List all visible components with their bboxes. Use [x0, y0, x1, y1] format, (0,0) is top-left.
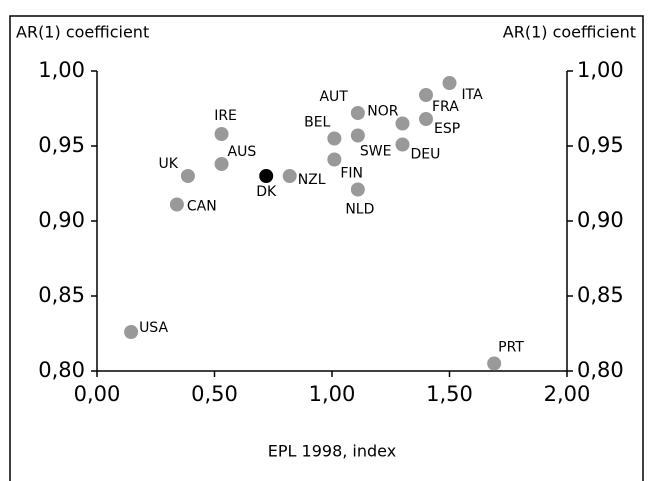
- y-tick-label: 0,90: [38, 208, 85, 232]
- point: [327, 152, 342, 167]
- point: [124, 325, 139, 339]
- point: [259, 169, 274, 183]
- x-tick-label: 2,00: [544, 382, 591, 406]
- point: [214, 127, 229, 141]
- point: [395, 116, 410, 131]
- point-label: PRT: [498, 340, 524, 356]
- point: [350, 106, 365, 120]
- x-axis-title: EPL 1998, index: [268, 442, 396, 461]
- point-label: DEU: [411, 147, 441, 163]
- point-label: AUS: [228, 144, 257, 160]
- y-tick-label: 0,85: [38, 283, 85, 307]
- point-label: SWE: [360, 144, 392, 160]
- y2-tick-label: 0,85: [577, 283, 624, 307]
- frame: [9, 15, 644, 481]
- point-label: IRE: [214, 108, 237, 124]
- point: [169, 197, 184, 212]
- point: [487, 356, 502, 371]
- point-label: NLD: [345, 202, 374, 218]
- y2-tick-label: 1,00: [577, 58, 624, 82]
- point-label: UK: [159, 156, 179, 172]
- point: [442, 76, 457, 90]
- x-tick-label: 0,50: [191, 382, 238, 406]
- point-label: NZL: [298, 172, 326, 188]
- x-tick-label: 1,00: [309, 382, 356, 406]
- point-label: AUT: [319, 89, 348, 105]
- point-label: NOR: [367, 104, 398, 120]
- x-tick-label: 1,50: [426, 382, 473, 406]
- y-tick-label: 1,00: [38, 58, 85, 82]
- y2-tick-label: 0,80: [577, 358, 624, 382]
- point: [282, 169, 297, 183]
- point: [350, 182, 365, 197]
- y2-tick-label: 0,95: [577, 133, 624, 157]
- x-tick-label: 0,00: [74, 382, 121, 406]
- point-label: ESP: [434, 121, 460, 137]
- point: [214, 157, 229, 171]
- y2-tick-label: 0,90: [577, 208, 624, 232]
- y-tick-label: 0,95: [38, 133, 85, 157]
- point-label: DK: [256, 184, 277, 200]
- point: [327, 131, 342, 146]
- point: [180, 169, 195, 183]
- point: [395, 137, 410, 152]
- point: [419, 88, 433, 102]
- point: [419, 112, 433, 126]
- point-label: USA: [139, 320, 168, 336]
- y-tick-label: 0,80: [38, 358, 85, 382]
- y-axis-title: AR(1) coefficient: [16, 23, 149, 42]
- point: [350, 128, 365, 143]
- point-label: CAN: [187, 199, 217, 215]
- point-label: ITA: [462, 87, 484, 103]
- point-label: FIN: [340, 166, 363, 182]
- point-label: BEL: [304, 115, 330, 131]
- point-label: FRA: [432, 99, 459, 115]
- y2-axis-title: AR(1) coefficient: [503, 23, 636, 42]
